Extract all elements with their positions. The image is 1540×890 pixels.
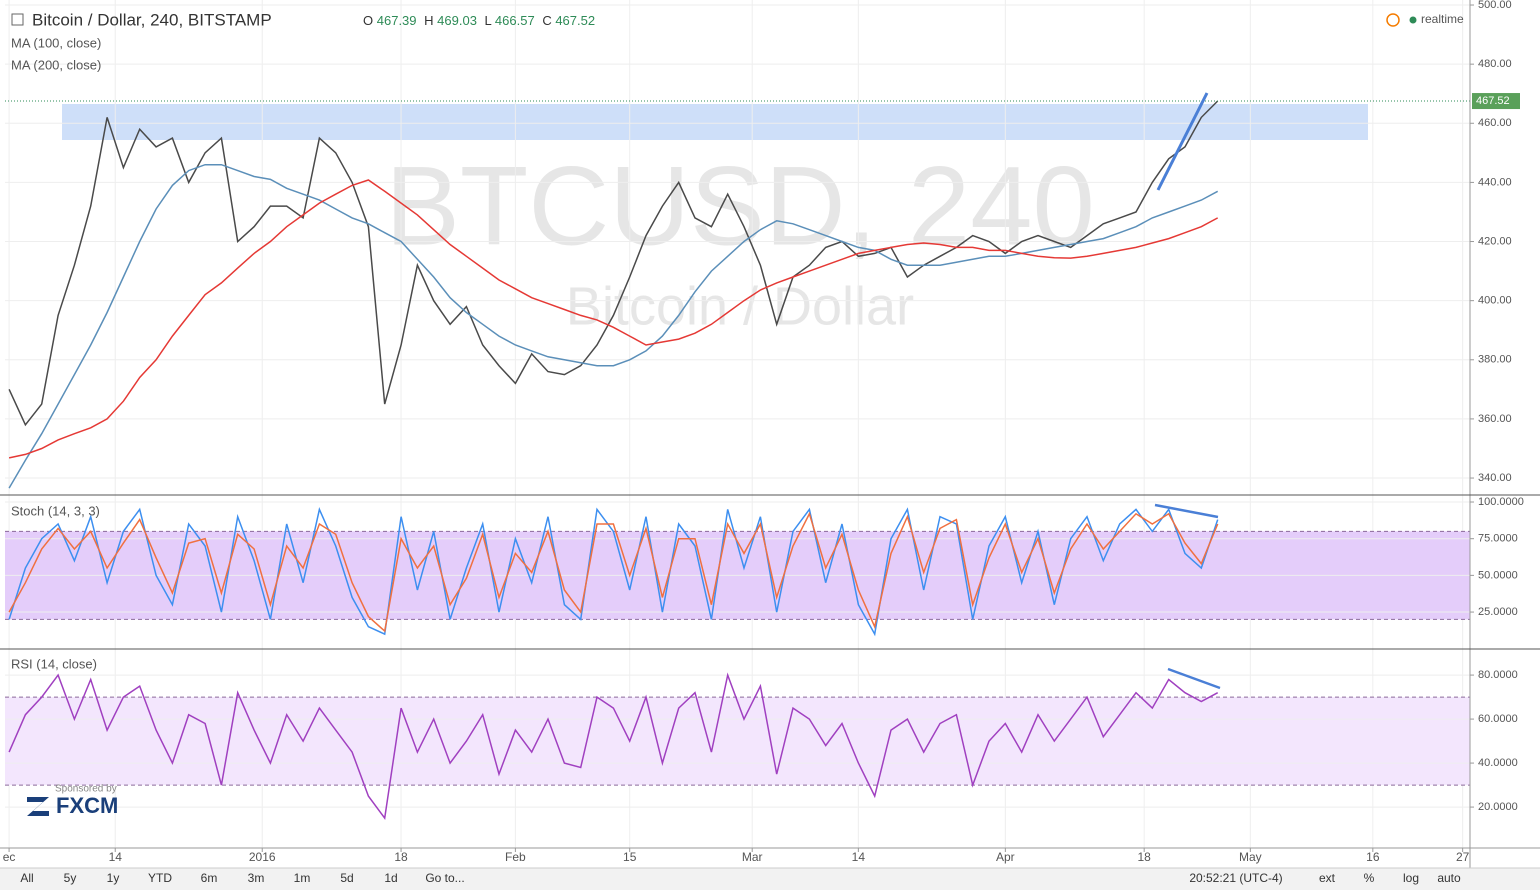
- sponsor-logo: [27, 797, 49, 816]
- y-tick-label: 480.00: [1478, 58, 1512, 70]
- ohlc-value: 467.52: [555, 13, 595, 28]
- x-tick-label: 14: [109, 850, 123, 864]
- x-tick-label: 15: [623, 850, 637, 864]
- y-tick-label: 80.0000: [1478, 669, 1518, 681]
- x-tick-label: 2016: [249, 850, 276, 864]
- y-tick-label: 400.00: [1478, 295, 1512, 307]
- sponsor-brand: FXCM: [56, 793, 118, 818]
- range-button[interactable]: 1m: [294, 871, 311, 885]
- toolbar: [0, 868, 1540, 890]
- range-button[interactable]: 1d: [384, 871, 397, 885]
- ohlc: O 467.39 H 469.03 L 466.57 C 467.52: [363, 13, 595, 28]
- series-line: [8, 179, 1219, 459]
- option-button[interactable]: auto: [1437, 871, 1461, 885]
- ohlc-label: H: [424, 13, 433, 28]
- range-button[interactable]: YTD: [148, 871, 172, 885]
- range-button[interactable]: 5y: [64, 871, 77, 885]
- collapse-icon[interactable]: [11, 13, 24, 26]
- ohlc-label: L: [485, 13, 492, 28]
- status: realtime: [1421, 12, 1464, 26]
- option-button[interactable]: %: [1364, 871, 1375, 885]
- ohlc-label: O: [363, 13, 373, 28]
- series-line: [8, 511, 1219, 633]
- range-button[interactable]: 1y: [107, 871, 120, 885]
- y-tick-label: 340.00: [1478, 472, 1512, 484]
- ohlc-value: 467.39: [377, 13, 417, 28]
- range-button[interactable]: 5d: [340, 871, 353, 885]
- y-tick-label: 20.0000: [1478, 801, 1518, 813]
- range-button[interactable]: All: [20, 871, 33, 885]
- legend-entry[interactable]: MA (200, close): [11, 57, 101, 72]
- y-tick-label: 25.0000: [1478, 606, 1518, 618]
- y-tick-label: 380.00: [1478, 354, 1512, 366]
- option-button[interactable]: ext: [1319, 871, 1336, 885]
- trend-line: [1156, 92, 1209, 191]
- y-tick-label: 460.00: [1478, 117, 1512, 129]
- x-tick-label: May: [1239, 850, 1262, 864]
- legend-entry[interactable]: Stoch (14, 3, 3): [11, 503, 100, 518]
- ohlc-value: 469.03: [437, 13, 477, 28]
- x-tick-label: Apr: [996, 850, 1015, 864]
- underlay: BTCUSD, 240 Bitcoin / Dollar: [62, 104, 1368, 336]
- trend-line: [1167, 667, 1221, 690]
- ohlc-value: 466.57: [495, 13, 535, 28]
- series-line: [8, 672, 1219, 821]
- option-button[interactable]: log: [1403, 871, 1419, 885]
- x-tick-label: 18: [394, 850, 408, 864]
- range-button[interactable]: 6m: [201, 871, 218, 885]
- clock: 20:52:21 (UTC-4): [1189, 871, 1282, 885]
- y-tick-label: 360.00: [1478, 413, 1512, 425]
- x-tick-label: 16: [1366, 850, 1380, 864]
- sponsor-label: Sponsored by: [55, 784, 117, 795]
- x-tick-label: 18: [1137, 850, 1151, 864]
- alert-icon[interactable]: [1386, 13, 1400, 27]
- legend-entry[interactable]: MA (100, close): [11, 35, 101, 50]
- y-tick-label: 420.00: [1478, 235, 1512, 247]
- y-tick-label: 50.0000: [1478, 569, 1518, 581]
- y-tick-label: 75.0000: [1478, 533, 1518, 545]
- y-tick-label: 60.0000: [1478, 713, 1518, 725]
- x-tick-label: 14: [852, 850, 866, 864]
- x-tick-label: ec: [3, 850, 16, 864]
- symbol-title: Bitcoin / Dollar, 240, BITSTAMP: [32, 10, 272, 29]
- status-dot: [1409, 16, 1417, 24]
- axes: ec 14 2016 18 Feb 15 Mar 14 Apr 18 May 16 27 340.00 36…: [3, 0, 1524, 885]
- resistance-zone: [62, 104, 1368, 140]
- band: [5, 697, 1470, 786]
- ohlc-label: C: [542, 13, 551, 28]
- series-line: [8, 507, 1219, 637]
- range-button[interactable]: Go to...: [425, 871, 464, 885]
- last-price-box: [1472, 93, 1520, 110]
- legend-entry[interactable]: RSI (14, close): [11, 656, 97, 671]
- watermark-name: Bitcoin / Dollar: [566, 276, 914, 336]
- range-button[interactable]: 3m: [248, 871, 265, 885]
- series-line: [8, 100, 1219, 427]
- x-tick-label: Mar: [742, 850, 763, 864]
- last-price-label: 467.52: [1476, 95, 1510, 107]
- trend-line: [1154, 503, 1219, 519]
- plot: [5, 0, 1470, 848]
- x-tick-label: Feb: [505, 850, 526, 864]
- y-tick-label: 500.00: [1478, 0, 1512, 11]
- series-line: [8, 163, 1219, 489]
- y-tick-label: 100.0000: [1478, 496, 1524, 508]
- x-tick-label: 27: [1456, 850, 1470, 864]
- y-tick-label: 440.00: [1478, 176, 1512, 188]
- y-tick-label: 40.0000: [1478, 757, 1518, 769]
